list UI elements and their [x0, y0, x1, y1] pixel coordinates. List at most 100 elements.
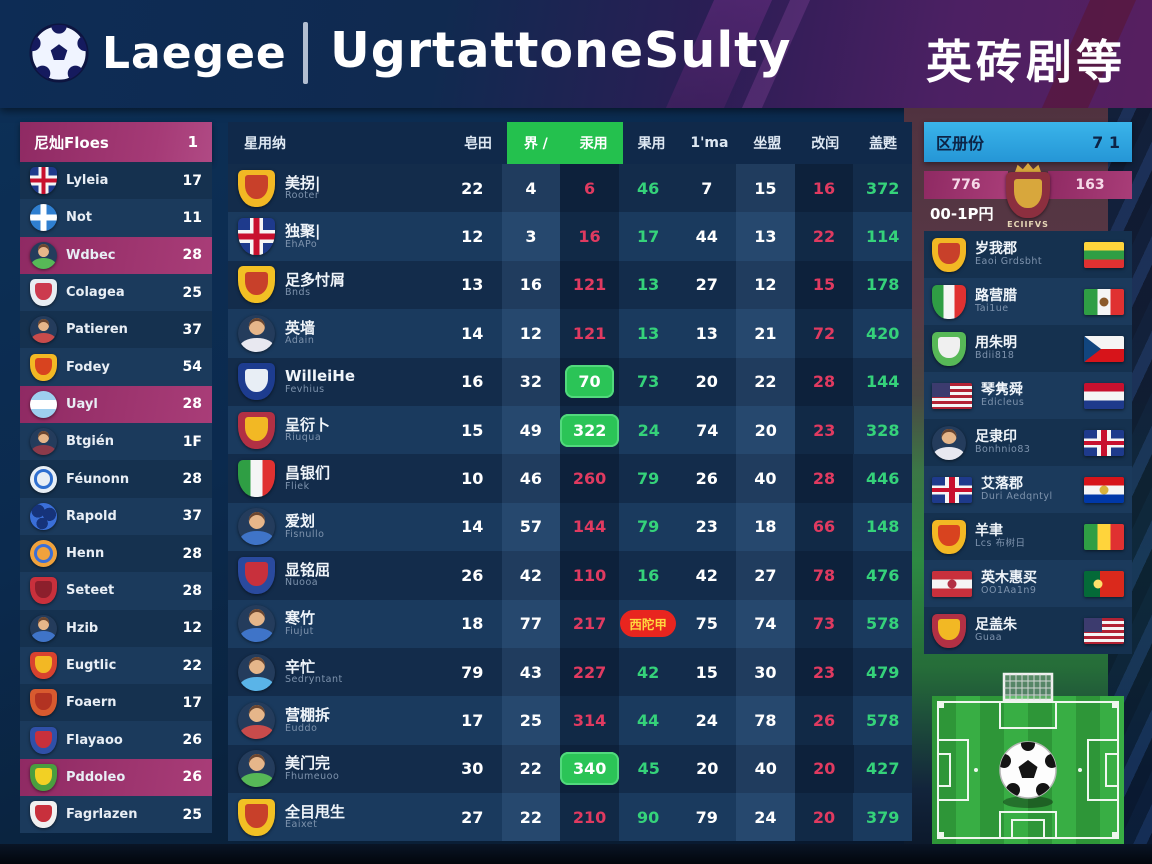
stat-cell: 23: [794, 647, 854, 697]
left-team-row[interactable]: Eugtlic 22: [20, 646, 212, 685]
left-team-row[interactable]: Foaern 17: [20, 684, 212, 722]
left-team-row[interactable]: Not 11: [20, 199, 212, 237]
stat-value: 26: [461, 565, 484, 585]
stat-cell: 44: [678, 212, 737, 260]
left-team-row[interactable]: Pddoleo 26: [20, 758, 212, 797]
stat-cell: 578: [853, 696, 912, 744]
table-row[interactable]: 寒竹 Fiujut 18 77 217 西陀甲 75 74 73 578: [228, 599, 912, 648]
right-team-row[interactable]: 羊聿 Lcs 布树日: [924, 513, 1132, 560]
team-cell: 辛忙 Sedryntant: [228, 648, 443, 696]
table-column-header[interactable]: 改闰: [811, 136, 840, 152]
table-row[interactable]: 英墙 Adain 14 12 121 13 13 21 72 420: [228, 309, 912, 358]
stat-value: 25: [519, 710, 543, 730]
right-team-row[interactable]: 足盖朱 Guaa: [924, 607, 1132, 654]
team-subname: Adain: [285, 335, 315, 347]
table-column-header[interactable]: 1'ma: [690, 135, 729, 151]
stat-cell: 20: [678, 358, 737, 406]
table-column-header[interactable]: 果用: [637, 136, 666, 152]
left-team-row[interactable]: Seteet 28: [20, 572, 212, 610]
white-cross-crest-icon: [30, 801, 57, 829]
table-column-header[interactable]: 汞用: [564, 122, 623, 164]
right-team-row[interactable]: 琴隽舜 Edicleus: [924, 372, 1132, 419]
table-row[interactable]: 辛忙 Sedryntant 79 43 227 42 15 30 23 479: [228, 647, 912, 697]
left-team-row[interactable]: Wdbec 28: [20, 236, 212, 274]
right-team-row[interactable]: 英木惠买 OO1Aa1n9: [924, 560, 1132, 607]
team-name: Pddoleo: [66, 769, 126, 785]
table-row[interactable]: 独聚| EhAPo 12 3 16 17 44 13 22 114: [228, 212, 912, 261]
green-white-crest-icon: [932, 331, 966, 366]
stat-value: 79: [461, 662, 484, 682]
team-name: 寒竹: [285, 609, 316, 628]
table-header-row: 星用纳 皂田界 / 汞用 果用 1'ma 坐盟 改闰 盖甦: [228, 122, 912, 164]
left-team-list: Lyleia 17 Not 11 Wdbec 28 Colagea 25 Patieren 37 F…: [20, 162, 212, 834]
right-team-row[interactable]: 用朱明 Bdii818: [924, 325, 1132, 372]
right-team-row[interactable]: 艾落郡 Duri Aedqntyl: [924, 466, 1132, 513]
stat-value: 260: [572, 469, 607, 489]
table-row[interactable]: 美门完 Fhumeuoo 30 22 340 45 20 40 20 427: [228, 744, 912, 794]
table-row[interactable]: 呈衍卜 Riuqua 15 49 322 24 74 20 23 328: [228, 405, 912, 455]
table-row[interactable]: WilleiHe Fevhius 16 32 70 73 20 22 28 144: [228, 357, 912, 406]
stat-value: 30: [461, 759, 484, 779]
table-column-header[interactable]: 坐盟: [753, 136, 782, 152]
right-team-row[interactable]: 足隶印 Bonhnio83: [924, 419, 1132, 466]
team-cell: 美门完 Fhumeuoo: [228, 745, 443, 793]
left-team-row[interactable]: Fagrlazen 25: [20, 796, 212, 834]
stat-cell: 22: [736, 357, 795, 406]
team-name-block: 羊聿 Lcs 布树日: [975, 523, 1026, 550]
right-team-row[interactable]: 路营腊 Tai1ue: [924, 278, 1132, 325]
table-column-header[interactable]: 盖甦: [869, 136, 898, 152]
left-team-row[interactable]: Flayaoo 26: [20, 721, 212, 759]
team-subname: Fisnullo: [285, 528, 325, 540]
left-team-sidebar: 尼灿Floes 1 Lyleia 17 Not 11 Wdbec 28 Colagea 25 P…: [20, 122, 212, 834]
team-value: 28: [182, 471, 202, 488]
team-subname: Duri Aedqntyl: [981, 490, 1053, 502]
stat-value: 78: [754, 710, 777, 730]
score-box: 776 163 ECIIFVS 00-1P円: [924, 163, 1132, 231]
team-value: 17: [182, 694, 202, 711]
stat-value: 42: [637, 662, 660, 682]
stat-value: 21: [754, 323, 777, 343]
left-team-row[interactable]: Uayl 28: [20, 385, 212, 424]
score-left-pill: 776: [924, 171, 1008, 199]
right-team-row[interactable]: 岁我郡 Eaoi Grdsbht: [924, 231, 1132, 278]
left-team-row[interactable]: Colagea 25: [20, 273, 212, 312]
team-name: 显铭屈: [285, 560, 331, 579]
spain-crest-icon: [932, 237, 966, 272]
team-name-block: WilleiHe Fevhius: [285, 368, 355, 395]
left-team-row[interactable]: Féunonn 28: [20, 460, 212, 498]
left-team-row[interactable]: Btgién 1F: [20, 423, 212, 461]
stat-value: 15: [695, 662, 718, 682]
team-name-block: 寒竹 Fiujut: [285, 610, 315, 637]
left-team-row[interactable]: Hzib 12: [20, 609, 212, 647]
table-row[interactable]: 显铭屈 Nuooa 26 42 110 16 42 27 78 476: [228, 551, 912, 600]
team-cell: 独聚| EhAPo: [228, 212, 443, 260]
table-row[interactable]: 营棚拆 Euddo 17 25 314 44 24 78 26 578: [228, 696, 912, 745]
left-team-row[interactable]: Fodey 54: [20, 348, 212, 386]
right-sidebar-header: 区册份 7 1: [924, 122, 1132, 162]
team-value: 37: [182, 321, 202, 338]
avatar-red-icon: [30, 316, 57, 344]
table-row[interactable]: 美拐| Rooter 22 4 6 46 7 15 16 372: [228, 164, 912, 213]
stat-cell: 79: [619, 503, 678, 551]
table-row[interactable]: 昌银们 Fliek 10 46 260 79 26 40 28 446: [228, 454, 912, 503]
table-row[interactable]: 爱划 Fisnullo 14 57 144 79 23 18 66 148: [228, 502, 912, 552]
table-column-header[interactable]: 星用纳: [244, 136, 286, 152]
left-team-row[interactable]: Henn 28: [20, 534, 212, 573]
team-value: 25: [182, 284, 202, 301]
stat-value: 16: [578, 227, 601, 247]
spain-crest-icon: [238, 169, 275, 207]
stat-cell: 43: [501, 647, 561, 697]
left-team-row[interactable]: Rapold 37: [20, 497, 212, 535]
left-team-row[interactable]: Lyleia 17: [20, 162, 212, 200]
left-team-row[interactable]: Patieren 37: [20, 311, 212, 349]
gold-red-crest-icon: [238, 798, 275, 836]
stat-cell: 13: [443, 261, 502, 309]
table-row[interactable]: 足多忖屑 Bnds 13 16 121 13 27 12 15 178: [228, 260, 912, 310]
table-column-header[interactable]: 界 /: [506, 122, 565, 164]
table-row[interactable]: 全目甩生 Eaixet 27 22 210 90 79 24 20 379: [228, 793, 912, 842]
stat-value: 14: [461, 323, 484, 343]
stat-value: 24: [695, 710, 718, 730]
table-column-header[interactable]: 皂田: [463, 136, 492, 152]
team-value: 22: [182, 657, 202, 674]
stat-value: 22: [519, 807, 543, 827]
